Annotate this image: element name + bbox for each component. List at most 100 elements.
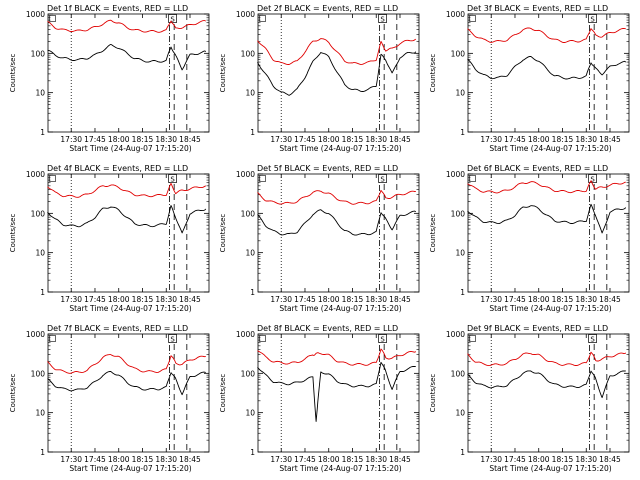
corner-marker: [469, 175, 476, 182]
x-tick-label: 18:30: [365, 135, 387, 144]
y-tick-label: 1: [40, 448, 45, 457]
annotation-box: [588, 174, 597, 183]
y-axis-label: Counts/sec: [429, 374, 437, 413]
y-axis-label: Counts/sec: [219, 54, 227, 93]
x-tick-label: 17:30: [60, 295, 82, 304]
series-line-lld: [467, 180, 626, 194]
series-line-events: [47, 43, 207, 71]
x-axis-label: Start Time (24-Aug-07 17:15:20): [489, 464, 611, 473]
y-tick-label: 100: [31, 49, 46, 58]
x-tick-label: 17:30: [480, 295, 502, 304]
chart-panel-9: Det 9f BLACK = Events, RED = LLD 1 10 100 10…: [429, 324, 630, 473]
corner-marker: [259, 335, 266, 342]
series-line-lld: [467, 351, 627, 367]
y-tick-label: 100: [241, 49, 256, 58]
annotation-box: [168, 14, 177, 23]
y-tick-label: 10: [35, 89, 45, 98]
x-tick-label: 18:45: [389, 295, 411, 304]
plot-frame: [47, 333, 210, 453]
x-tick-label: 18:15: [552, 295, 574, 304]
y-tick-label: 1000: [236, 170, 255, 179]
annotation-label: S: [590, 336, 595, 344]
x-tick-label: 18:15: [552, 455, 574, 464]
x-tick-label: 18:45: [179, 135, 201, 144]
x-tick-label: 17:45: [294, 135, 316, 144]
x-axis-label: Start Time (24-Aug-07 17:15:20): [279, 304, 401, 313]
x-tick-label: 17:45: [504, 135, 526, 144]
plot-frame: [47, 13, 210, 133]
x-tick-label: 18:00: [528, 135, 550, 144]
y-tick-label: 10: [35, 409, 45, 418]
x-tick-label: 17:45: [84, 295, 106, 304]
chart-title: Det 4f BLACK = Events, RED = LLD: [47, 164, 188, 173]
y-tick-label: 1000: [446, 330, 465, 339]
series-line-lld: [257, 189, 416, 205]
x-tick-label: 18:30: [365, 295, 387, 304]
y-tick-label: 1: [460, 288, 465, 297]
chart-panel-7: Det 7f BLACK = Events, RED = LLD 1 10 100 10…: [9, 324, 210, 473]
series-line-lld: [467, 27, 626, 43]
x-tick-label: 18:15: [552, 135, 574, 144]
plot-frame: [257, 13, 420, 133]
chart-title: Det 2f BLACK = Events, RED = LLD: [257, 4, 398, 13]
y-tick-label: 1: [460, 128, 465, 137]
x-tick-label: 18:00: [528, 295, 550, 304]
y-tick-label: 1000: [26, 10, 45, 19]
x-tick-label: 18:45: [599, 455, 621, 464]
x-tick-label: 17:30: [60, 455, 82, 464]
x-tick-label: 18:30: [155, 135, 177, 144]
x-axis-label: Start Time (24-Aug-07 17:15:20): [69, 144, 191, 153]
annotation-label: S: [590, 176, 595, 184]
x-tick-label: 18:15: [342, 455, 364, 464]
plot-frame: [47, 173, 210, 293]
x-tick-label: 18:45: [389, 135, 411, 144]
y-tick-label: 1000: [446, 10, 465, 19]
x-tick-label: 18:15: [132, 295, 154, 304]
corner-marker: [49, 175, 56, 182]
x-tick-label: 18:30: [155, 295, 177, 304]
x-tick-label: 18:30: [575, 455, 597, 464]
x-tick-label: 18:45: [599, 135, 621, 144]
y-axis-label: Counts/sec: [9, 374, 17, 413]
chart-panel-5: Det 5f BLACK = Events, RED = LLD 1 10 100 10…: [219, 164, 420, 313]
y-tick-label: 100: [451, 49, 466, 58]
chart-title: Det 8f BLACK = Events, RED = LLD: [257, 324, 398, 333]
series-line-events: [257, 361, 416, 422]
y-tick-label: 1: [250, 128, 255, 137]
annotation-box: [168, 174, 177, 183]
plot-frame: [257, 333, 420, 453]
series-line-lld: [47, 354, 206, 374]
annotation-label: S: [170, 336, 175, 344]
y-axis-label: Counts/sec: [219, 214, 227, 253]
series-line-events: [47, 205, 207, 234]
y-tick-label: 1: [40, 288, 45, 297]
plot-frame: [467, 333, 630, 453]
x-tick-label: 18:45: [599, 295, 621, 304]
corner-marker: [259, 175, 266, 182]
chart-title: Det 9f BLACK = Events, RED = LLD: [467, 324, 608, 333]
y-tick-label: 10: [455, 409, 465, 418]
series-line-events: [257, 51, 417, 96]
chart-panel-2: Det 2f BLACK = Events, RED = LLD 1 10 100 10…: [219, 4, 420, 153]
y-tick-label: 1: [250, 448, 255, 457]
x-tick-label: 18:00: [108, 295, 130, 304]
series-line-lld: [47, 19, 207, 33]
annotation-box: [378, 14, 387, 23]
x-axis-label: Start Time (24-Aug-07 17:15:20): [69, 304, 191, 313]
annotation-label: S: [170, 176, 175, 184]
y-tick-label: 1: [250, 288, 255, 297]
y-tick-label: 10: [455, 249, 465, 258]
y-tick-label: 100: [31, 209, 46, 218]
chart-title: Det 5f BLACK = Events, RED = LLD: [257, 164, 398, 173]
annotation-label: S: [590, 16, 595, 24]
y-tick-label: 100: [451, 369, 466, 378]
x-axis-label: Start Time (24-Aug-07 17:15:20): [489, 144, 611, 153]
y-axis-label: Counts/sec: [429, 214, 437, 253]
x-tick-label: 18:15: [132, 455, 154, 464]
corner-marker: [49, 335, 56, 342]
y-tick-label: 1000: [26, 170, 45, 179]
y-axis-label: Counts/sec: [9, 54, 17, 93]
x-tick-label: 18:00: [108, 455, 130, 464]
x-tick-label: 18:00: [528, 455, 550, 464]
